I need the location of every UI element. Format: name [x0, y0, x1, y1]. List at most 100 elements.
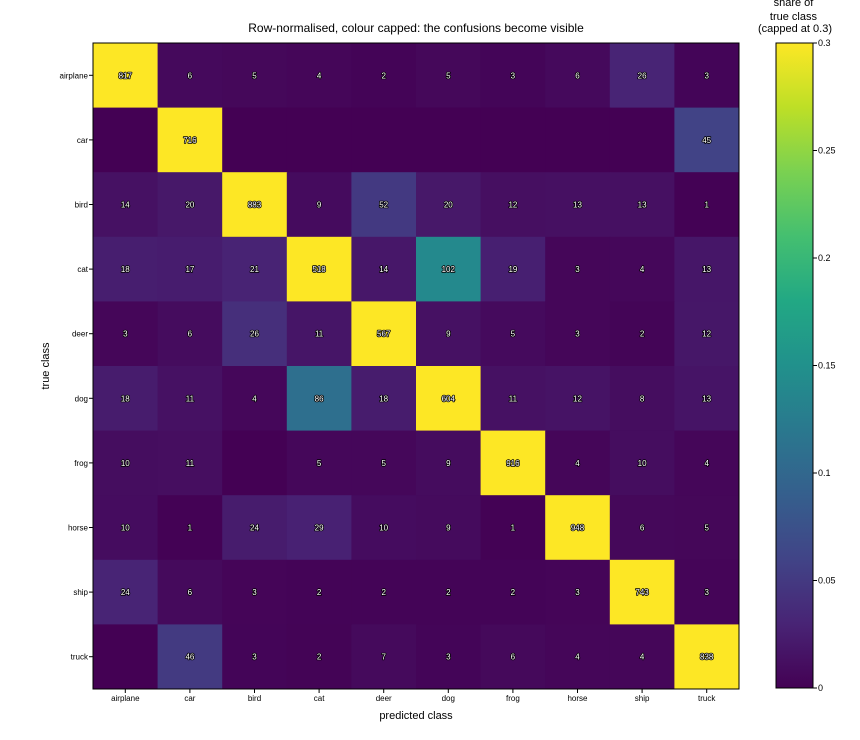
cell-value-label: 3: [704, 71, 709, 80]
heatmap-cell: [416, 236, 482, 302]
heatmap-cell: [416, 495, 482, 561]
cell-value-label: 24: [121, 588, 130, 597]
heatmap-cell: [609, 559, 675, 625]
cell-value-label: 8: [640, 394, 645, 403]
cell-value-label: 11: [186, 459, 195, 468]
y-axis-ticks: airplane car bird cat deer dog frog horse ship tr…: [60, 71, 93, 662]
heatmap-cell: [609, 43, 675, 109]
heatmap-cell: [545, 107, 611, 173]
heatmap-cell: [416, 624, 482, 690]
heatmap-cell: [674, 495, 740, 561]
cell-value-label: 9: [446, 459, 451, 468]
heatmap-cell: [416, 559, 482, 625]
heatmap-cell: [93, 236, 159, 302]
heatmap-cell: [609, 172, 675, 238]
x-tick-label: bird: [248, 694, 261, 703]
cell-value-label: 1: [511, 524, 516, 533]
heatmap-cell: [480, 624, 546, 690]
cell-value-label: 5: [252, 71, 257, 80]
y-tick-label: frog: [74, 459, 88, 468]
heatmap-cell: [157, 172, 223, 238]
cell-value-label: 3: [446, 653, 451, 662]
heatmap-cell: [480, 236, 546, 302]
cell-value-label: 567: [377, 330, 391, 339]
heatmap-cell: [351, 43, 417, 109]
heatmap-cell: [480, 559, 546, 625]
cell-value-label: 10: [121, 524, 130, 533]
heatmap-cell: [222, 172, 288, 238]
cell-value-label: 5: [446, 71, 451, 80]
cell-value-label: 6: [511, 653, 516, 662]
heatmap-cell: [351, 624, 417, 690]
colorbar-tick-label: 0.15: [818, 361, 836, 371]
plot-frame: [92, 42, 740, 690]
colorbar-tick-label: 0.25: [818, 146, 836, 156]
cell-value-label: 102: [442, 265, 456, 274]
y-tick-label: truck: [71, 653, 89, 662]
cell-value-label: 26: [638, 71, 647, 80]
heatmap-cell: [545, 43, 611, 109]
cell-value-label: 26: [250, 330, 259, 339]
y-tick-label: horse: [68, 524, 89, 533]
cell-value-label: 11: [315, 330, 324, 339]
x-tick-label: horse: [567, 694, 588, 703]
cell-value-label: 6: [188, 71, 193, 80]
cell-value-label: 18: [121, 394, 130, 403]
cell-value-label: 2: [317, 588, 322, 597]
heatmap-cell: [674, 236, 740, 302]
heatmap-cell: [93, 430, 159, 496]
heatmap-cell: [545, 624, 611, 690]
cell-value-label: 3: [575, 588, 580, 597]
cell-value-label: 716: [183, 136, 197, 145]
cell-value-label: 9: [446, 330, 451, 339]
cell-value-label: 13: [638, 201, 647, 210]
heatmap-cell: [609, 301, 675, 367]
heatmap-cell: [93, 301, 159, 367]
cell-value-label: 13: [702, 265, 711, 274]
heatmap-cell: [286, 43, 352, 109]
cell-value-label: 86: [315, 394, 324, 403]
heatmap-cell: [545, 559, 611, 625]
heatmap-cell: [545, 172, 611, 238]
heatmap-cell: [674, 559, 740, 625]
cell-value-label: 7: [381, 653, 386, 662]
cell-value-label: 3: [252, 653, 257, 662]
heatmap-cell: [286, 624, 352, 690]
heatmap-cell: [286, 301, 352, 367]
heatmap-cell: [222, 301, 288, 367]
cell-value-label: 6: [640, 524, 645, 533]
heatmap-cell: [480, 430, 546, 496]
heatmap-cell: [351, 366, 417, 432]
cell-value-label: 5: [317, 459, 322, 468]
y-tick-label: ship: [73, 588, 88, 597]
heatmap-cell: [157, 43, 223, 109]
cell-value-label: 24: [250, 524, 259, 533]
cell-value-label: 743: [635, 588, 649, 597]
heatmap-cell: [609, 236, 675, 302]
cell-value-label: 2: [511, 588, 516, 597]
heatmap-cell: [93, 366, 159, 432]
heatmap-cell: [545, 301, 611, 367]
cell-value-label: 838: [700, 653, 714, 662]
x-tick-label: cat: [314, 694, 325, 703]
cell-value-label: 14: [379, 265, 388, 274]
cell-value-label: 5: [704, 524, 709, 533]
heatmap-cell: [286, 236, 352, 302]
x-tick-label: dog: [442, 694, 455, 703]
colorbar-tick-label: 0.2: [818, 253, 831, 263]
heatmap-cell: [416, 107, 482, 173]
cell-value-label: 18: [121, 265, 130, 274]
y-tick-label: dog: [75, 394, 88, 403]
heatmap-cell: [157, 559, 223, 625]
heatmap-cell: [480, 301, 546, 367]
heatmap-cell: [222, 495, 288, 561]
heatmap-cell: [480, 172, 546, 238]
x-tick-label: ship: [635, 694, 650, 703]
heatmap-cell: [545, 366, 611, 432]
heatmap-cell: [674, 624, 740, 690]
cell-value-label: 3: [252, 588, 257, 597]
heatmap-cell: [93, 172, 159, 238]
cell-value-label: 1: [188, 524, 193, 533]
heatmap-cell: [545, 236, 611, 302]
